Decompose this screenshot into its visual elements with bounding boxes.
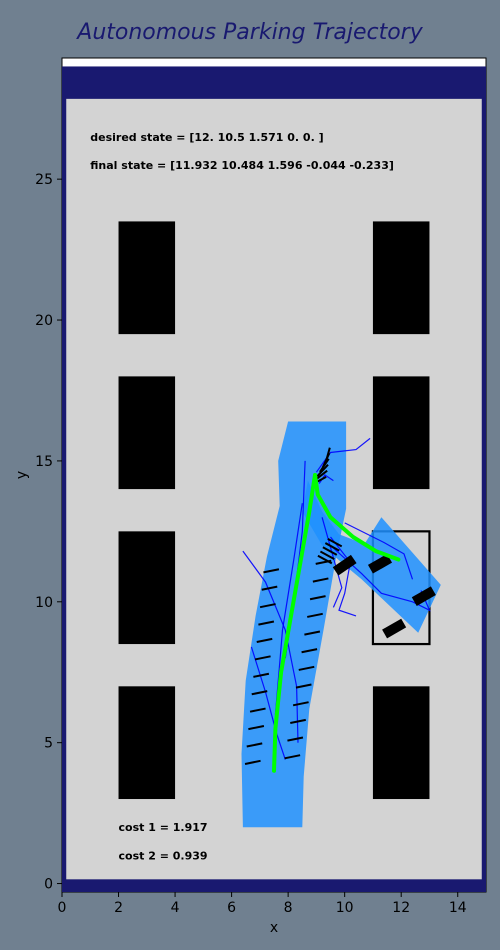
- path-forward-segment: [272, 473, 317, 773]
- wheel-trace-6: [254, 655, 271, 661]
- y-tick-label-25: 25: [35, 172, 53, 188]
- x-axis-label: x: [270, 920, 278, 936]
- obstacle-car-0: [118, 686, 176, 800]
- wheel-trace-32: [322, 546, 338, 556]
- x-tick-label-10: 10: [336, 900, 354, 916]
- wheel-trace-11: [263, 568, 280, 574]
- x-tick-label-0: 0: [58, 900, 67, 916]
- x-tick-label-12: 12: [392, 900, 410, 916]
- y-axis-label: y: [14, 471, 30, 479]
- x-tick-label-4: 4: [171, 900, 180, 916]
- final-wheel-3: [332, 554, 357, 576]
- cost-2-label: cost 2 = 0.939: [119, 849, 208, 862]
- wheel-trace-22: [312, 577, 329, 583]
- sample-trajectory-6: [330, 544, 431, 612]
- wheel-trace-10: [261, 585, 278, 591]
- chart-title: Autonomous Parking Trajectory: [75, 20, 423, 45]
- wheel-trace-26: [316, 464, 329, 477]
- wheel-trace-20: [307, 612, 323, 618]
- final-wheel-1: [382, 618, 407, 639]
- wheel-trace-16: [295, 683, 312, 689]
- wheel-trace-4: [251, 690, 268, 696]
- final-wheel-2: [411, 586, 436, 606]
- wheel-trace-5: [253, 672, 270, 678]
- sample-trajectory-7: [330, 536, 357, 617]
- y-tick-label-15: 15: [35, 454, 53, 470]
- wheel-trace-15: [292, 701, 309, 707]
- desired-state-label: desired state = [12. 10.5 1.571 0. 0. ]: [90, 131, 323, 144]
- wheel-trace-8: [258, 620, 275, 626]
- y-tick-label-10: 10: [35, 595, 53, 611]
- cost-1-label: cost 1 = 1.917: [119, 821, 208, 834]
- path-reverse-segment: [313, 473, 401, 562]
- obstacle-car-2: [118, 376, 176, 490]
- y-tick-label-5: 5: [44, 736, 53, 752]
- obstacle-car-4: [372, 686, 430, 800]
- y-tick-label-20: 20: [35, 313, 53, 329]
- obstacle-car-6: [372, 221, 430, 335]
- final-state-label: final state = [11.932 10.484 1.596 -0.04…: [90, 159, 394, 172]
- wheel-trace-12: [284, 754, 301, 760]
- sample-trajectory-8: [344, 522, 414, 580]
- wheel-trace-31: [319, 550, 335, 560]
- wheel-trace-18: [301, 648, 318, 654]
- wheel-trace-29: [324, 447, 331, 464]
- sample-trajectory-1: [250, 646, 286, 760]
- x-tick-label-8: 8: [284, 900, 293, 916]
- wheel-trace-3: [249, 707, 266, 713]
- x-tick-label-14: 14: [449, 900, 467, 916]
- wheel-trace-33: [324, 542, 340, 552]
- wheel-trace-2: [248, 725, 265, 731]
- sample-trajectory-5: [315, 437, 371, 473]
- obstacle-car-3: [118, 221, 176, 335]
- wheel-trace-7: [256, 637, 273, 644]
- x-tick-label-2: 2: [114, 900, 123, 916]
- sample-trajectory-4: [321, 517, 343, 608]
- wheel-trace-9: [259, 603, 276, 609]
- sample-trajectory-2: [274, 503, 303, 715]
- wheel-trace-13: [287, 736, 304, 742]
- y-tick-label-0: 0: [44, 877, 53, 893]
- x-tick-label-6: 6: [227, 900, 236, 916]
- wheel-trace-1: [246, 742, 263, 748]
- wheel-trace-0: [244, 759, 261, 765]
- wheel-trace-14: [290, 718, 306, 724]
- wheel-trace-21: [309, 595, 326, 601]
- wheel-trace-17: [298, 665, 315, 671]
- final-wheel-0: [367, 553, 393, 574]
- wheel-trace-34: [327, 537, 343, 548]
- wheel-trace-30: [317, 554, 333, 565]
- wheel-trace-19: [304, 630, 321, 636]
- obstacle-car-5: [372, 376, 430, 490]
- swept-area-reverse: [302, 480, 441, 633]
- obstacle-car-1: [118, 531, 176, 645]
